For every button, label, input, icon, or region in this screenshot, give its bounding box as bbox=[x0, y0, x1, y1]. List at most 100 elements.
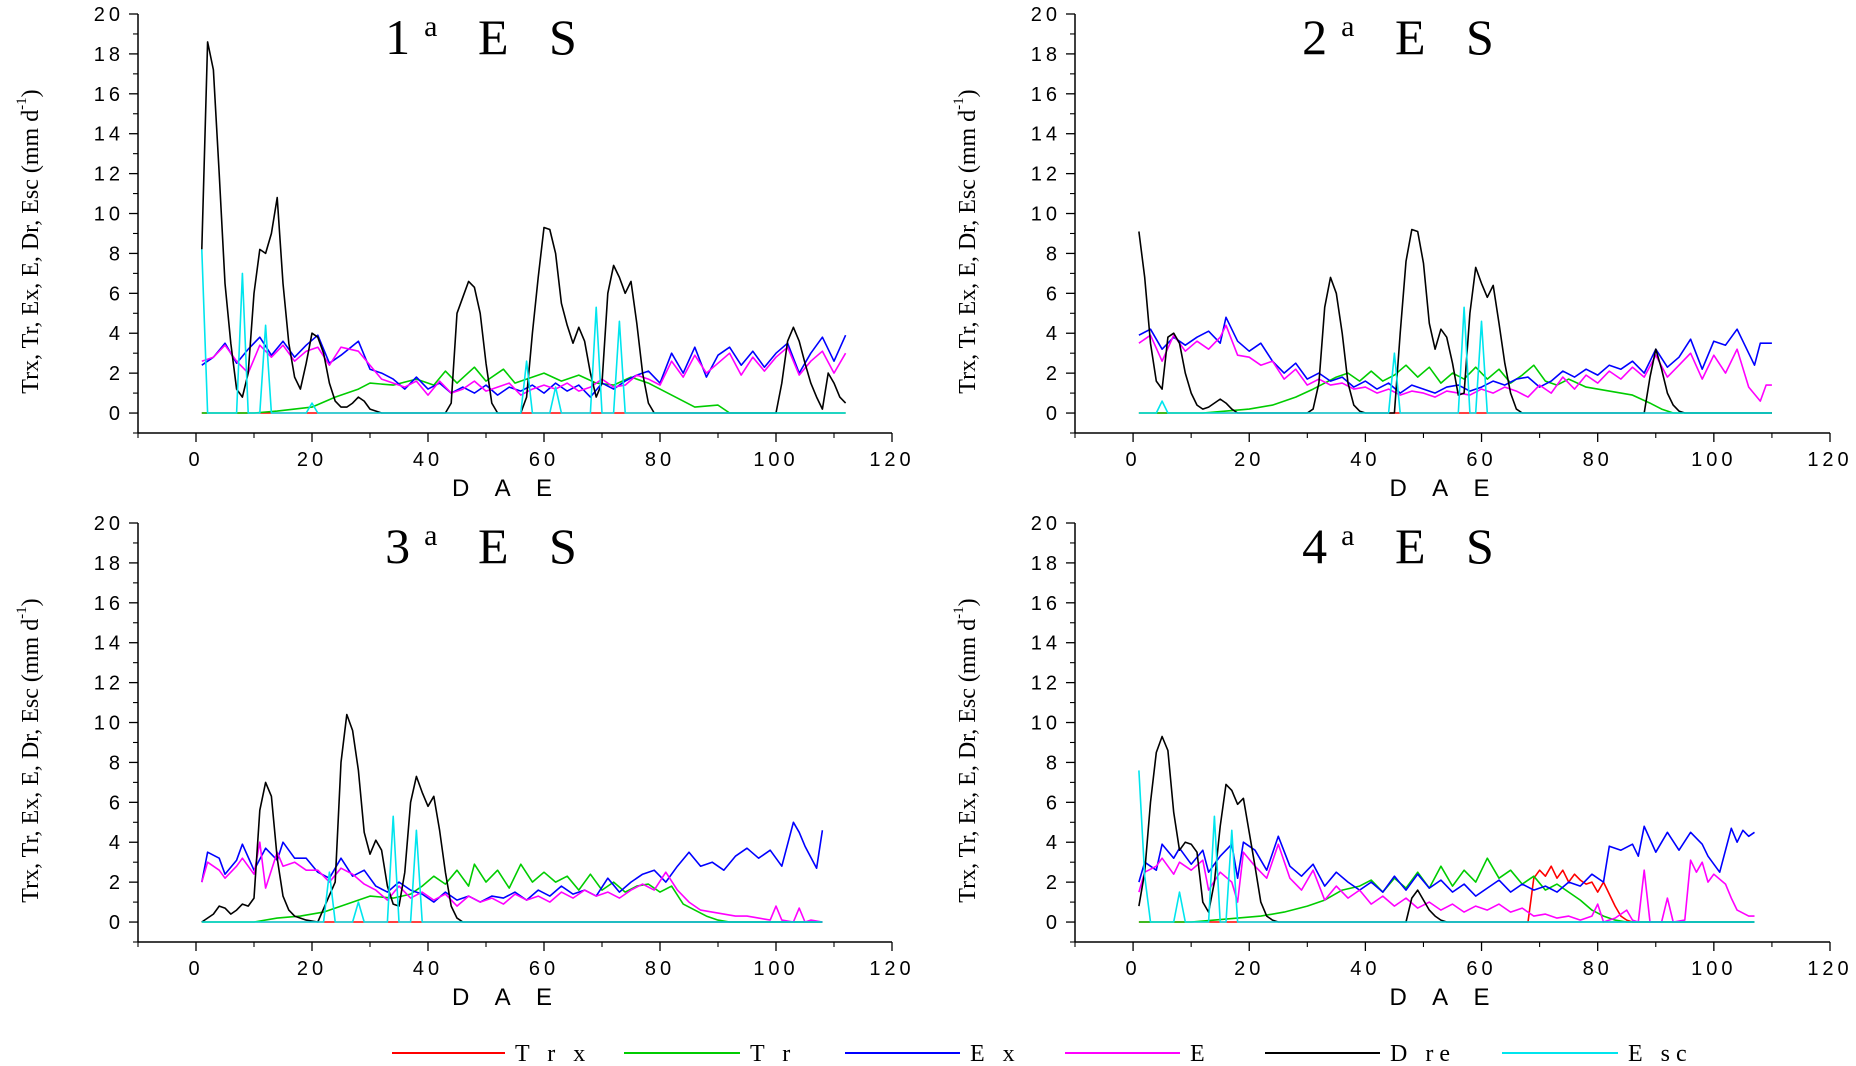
x-tick-label: 120 bbox=[1807, 958, 1852, 980]
y-tick-label: 14 bbox=[1031, 633, 1061, 655]
y-tick-label: 8 bbox=[1046, 752, 1061, 774]
series-line-e bbox=[1138, 324, 1772, 402]
series-line-tr bbox=[1138, 364, 1772, 414]
legend-label: D re bbox=[1390, 1041, 1456, 1066]
x-axis-label: D A E bbox=[1389, 475, 1499, 502]
y-tick-label: 4 bbox=[109, 832, 124, 854]
y-tick-label: 8 bbox=[1046, 243, 1061, 265]
y-tick-label: 10 bbox=[94, 713, 124, 735]
y-tick-label: 2 bbox=[109, 872, 124, 894]
y-tick-label: 18 bbox=[1031, 553, 1061, 575]
y-tick-label: 12 bbox=[1031, 673, 1061, 695]
series-line-ex bbox=[201, 821, 824, 903]
y-tick-label: 14 bbox=[94, 633, 124, 655]
series-line-tr bbox=[201, 863, 823, 923]
y-axis-label: Trx, Tr, Ex, E, Dr, Esc (mm d-1) bbox=[14, 89, 44, 393]
y-tick-label: 16 bbox=[94, 84, 124, 106]
y-tick-label: 18 bbox=[94, 44, 124, 66]
series-line-e bbox=[201, 841, 823, 923]
y-tick-label: 16 bbox=[1031, 593, 1061, 615]
y-tick-label: 0 bbox=[1046, 912, 1061, 934]
legend-label: T r x bbox=[515, 1041, 591, 1066]
y-tick-label: 18 bbox=[1031, 44, 1061, 66]
x-tick-label: 100 bbox=[1691, 958, 1736, 980]
legend-label: E bbox=[1190, 1041, 1211, 1066]
chart-panel-3: 0 2 4 6 8 10 12 14 16 18 20 0 20 40 60 80 100 120 D A E Trx… bbox=[14, 513, 914, 1011]
y-axis-label: Trx, Tr, Ex, E, Dr, Esc (mm d-1) bbox=[951, 598, 981, 902]
legend-label: T r bbox=[750, 1041, 796, 1066]
x-tick-label: 0 bbox=[1126, 449, 1141, 471]
y-tick-label: 20 bbox=[94, 4, 124, 26]
x-tick-label: 20 bbox=[297, 958, 327, 980]
x-axis-label: D A E bbox=[452, 475, 562, 502]
x-tick-label: 80 bbox=[1583, 958, 1613, 980]
y-tick-label: 20 bbox=[1031, 513, 1061, 535]
y-tick-label: 10 bbox=[1031, 204, 1061, 226]
panel-title: 2a E S bbox=[1302, 9, 1508, 65]
y-tick-label: 6 bbox=[1046, 792, 1061, 814]
y-tick-label: 14 bbox=[1031, 124, 1061, 146]
legend-label: E sc bbox=[1628, 1041, 1693, 1066]
x-tick-label: 80 bbox=[1583, 449, 1613, 471]
series-line-ex bbox=[201, 334, 847, 398]
series-line-dre bbox=[201, 713, 823, 923]
series-line-esc bbox=[201, 249, 846, 414]
series-line-tr bbox=[201, 366, 846, 414]
series-line-tr bbox=[1138, 857, 1755, 923]
x-tick-label: 20 bbox=[1234, 958, 1264, 980]
y-tick-label: 6 bbox=[109, 283, 124, 305]
y-tick-label: 0 bbox=[109, 403, 124, 425]
series-line-dre bbox=[1138, 735, 1755, 923]
x-tick-label: 60 bbox=[1466, 449, 1496, 471]
y-tick-label: 20 bbox=[1031, 4, 1061, 26]
series-line-ex bbox=[1138, 316, 1772, 394]
y-tick-label: 20 bbox=[94, 513, 124, 535]
x-tick-label: 120 bbox=[869, 958, 914, 980]
y-tick-label: 16 bbox=[94, 593, 124, 615]
panel-title: 1a E S bbox=[385, 9, 591, 65]
x-tick-label: 80 bbox=[645, 958, 675, 980]
y-tick-label: 4 bbox=[1046, 323, 1061, 345]
x-tick-label: 20 bbox=[1234, 449, 1264, 471]
chart-panel-2: 0 2 4 6 8 10 12 14 16 18 20 0 20 40 60 80 100 120 D A E Trx… bbox=[951, 4, 1849, 502]
x-tick-label: 40 bbox=[413, 449, 443, 471]
y-axis-label: Trx, Tr, Ex, E, Dr, Esc (mm d-1) bbox=[14, 598, 44, 902]
panel-title: 4a E S bbox=[1302, 518, 1508, 574]
y-axis-label: Trx, Tr, Ex, E, Dr, Esc (mm d-1) bbox=[951, 89, 981, 393]
x-tick-label: 100 bbox=[753, 449, 798, 471]
x-tick-label: 100 bbox=[753, 958, 798, 980]
legend-item-tr: T r bbox=[624, 1041, 796, 1066]
y-tick-label: 0 bbox=[1046, 403, 1061, 425]
panel-title: 3a E S bbox=[385, 518, 591, 574]
y-tick-label: 0 bbox=[109, 912, 124, 934]
x-tick-label: 40 bbox=[1350, 958, 1380, 980]
y-tick-label: 14 bbox=[94, 124, 124, 146]
y-tick-label: 10 bbox=[1031, 713, 1061, 735]
x-tick-label: 60 bbox=[1466, 958, 1496, 980]
y-tick-label: 16 bbox=[1031, 84, 1061, 106]
x-tick-label: 60 bbox=[529, 958, 559, 980]
chart-panel-4: 0 2 4 6 8 10 12 14 16 18 20 0 20 40 60 80 100 120 D A E Trx… bbox=[951, 513, 1852, 1011]
legend-item-esc: E sc bbox=[1502, 1041, 1693, 1066]
legend-label: E x bbox=[970, 1041, 1021, 1066]
y-tick-label: 12 bbox=[94, 164, 124, 186]
y-tick-label: 8 bbox=[109, 752, 124, 774]
chart-panel-1: 0 2 4 6 8 10 12 14 16 18 20 0 20 40 60 80 100 120 D A E Trx… bbox=[14, 4, 914, 502]
legend-item-trx: T r x bbox=[392, 1041, 591, 1066]
x-tick-label: 80 bbox=[645, 449, 675, 471]
y-tick-label: 10 bbox=[94, 204, 124, 226]
x-tick-label: 40 bbox=[1350, 449, 1380, 471]
x-axis-label: D A E bbox=[1389, 984, 1499, 1011]
x-tick-label: 100 bbox=[1691, 449, 1736, 471]
x-tick-label: 20 bbox=[297, 449, 327, 471]
y-tick-label: 12 bbox=[94, 673, 124, 695]
series-line-ex bbox=[1138, 825, 1755, 897]
y-tick-label: 2 bbox=[1046, 872, 1061, 894]
y-tick-label: 4 bbox=[1046, 832, 1061, 854]
x-tick-label: 120 bbox=[869, 449, 914, 471]
y-tick-label: 8 bbox=[109, 243, 124, 265]
y-tick-label: 4 bbox=[109, 323, 124, 345]
series-line-esc bbox=[201, 815, 823, 923]
